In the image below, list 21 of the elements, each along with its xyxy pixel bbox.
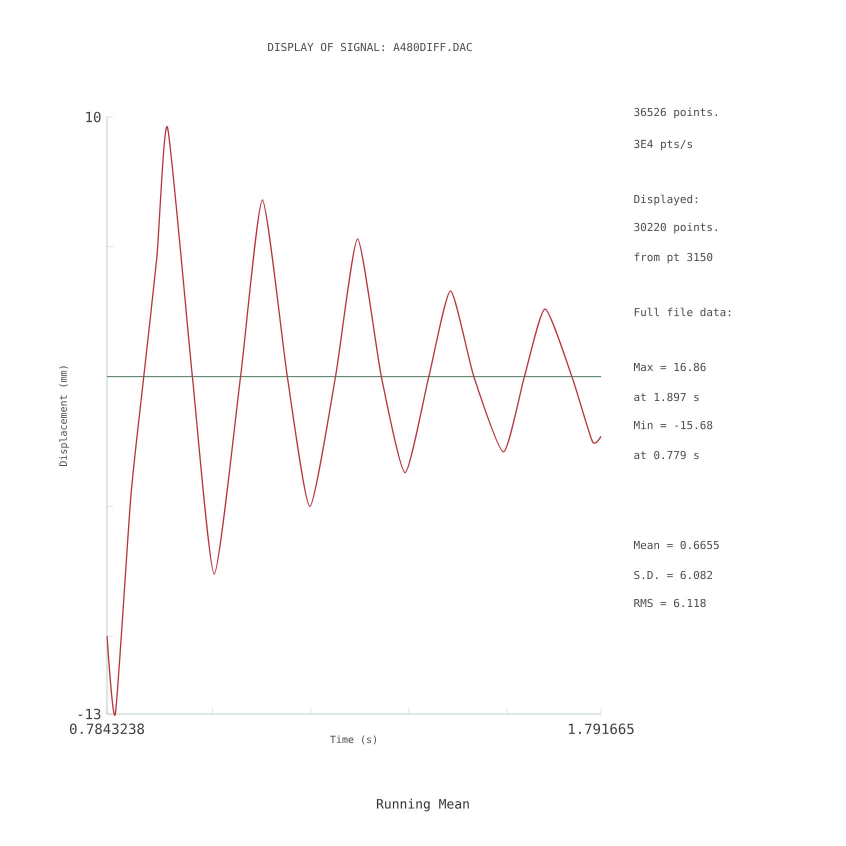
text: 3E4 pts/s — [634, 140, 692, 150]
x-tick-label: 0.7843238 — [70, 724, 144, 734]
text: Mean = 0.6655 — [634, 540, 719, 550]
chart-title: DISPLAY OF SIGNAL: A480DIFF.DAC — [268, 42, 472, 52]
text: Min = -15.68 — [634, 420, 712, 430]
y-tick-label: -13 — [78, 708, 100, 720]
text: 30220 points. — [634, 222, 717, 234]
text: at 1.897 s — [634, 392, 699, 402]
text: Displayed: — [634, 194, 698, 206]
text: S.D. = 6.082 — [634, 570, 712, 580]
y-tick-label: 10 — [86, 112, 101, 122]
x-tick-label: 1.791665 — [568, 724, 634, 734]
x-axis-title: Time (s) — [330, 735, 376, 744]
text: at 0.779 s — [634, 450, 699, 460]
y-axis-title: Displacement (mm) — [59, 366, 69, 466]
text: from pt 3150 — [634, 252, 712, 264]
text: Running Mean — [376, 798, 469, 812]
text: Full file data: — [634, 308, 730, 316]
text: RMS = 6.118 — [634, 598, 706, 608]
text: Max = 16.86 — [634, 362, 706, 372]
text: 36526 points. — [634, 108, 717, 118]
